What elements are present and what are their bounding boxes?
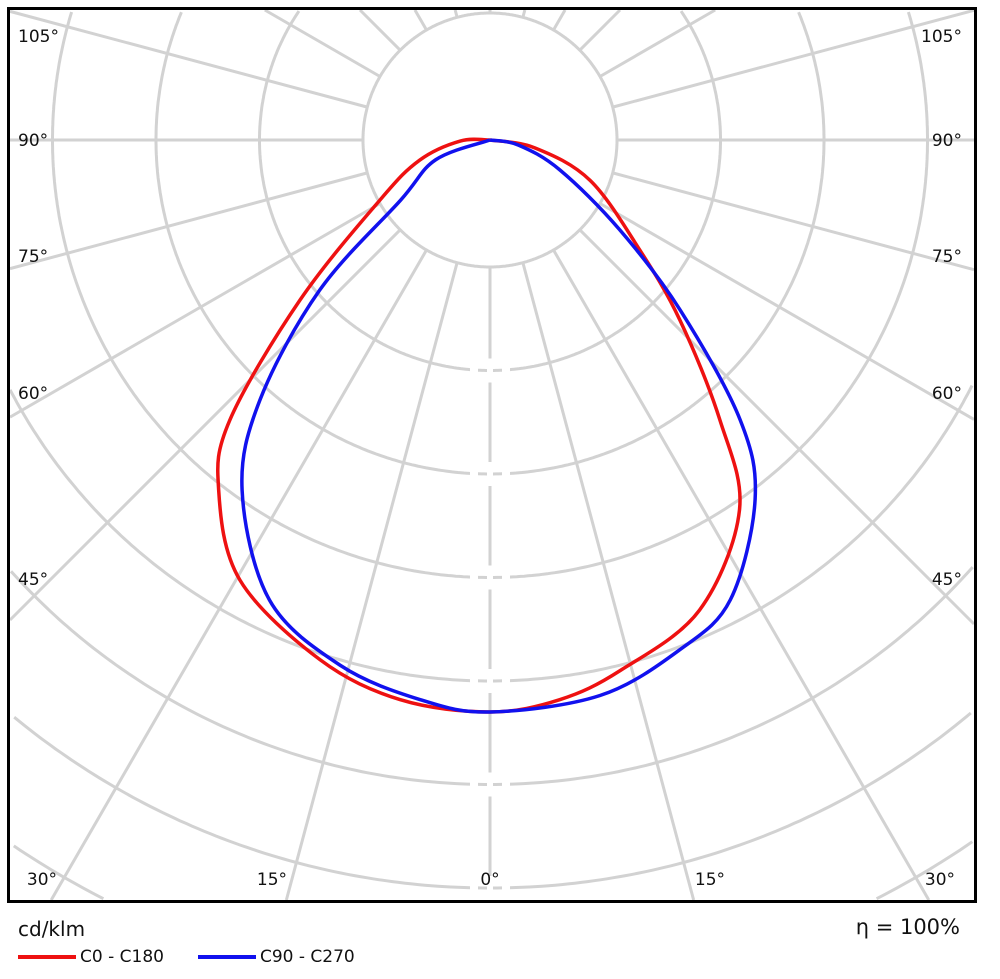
grid-gap <box>487 565 493 590</box>
grid-ring <box>9 570 490 786</box>
label-right-105: 105° <box>921 27 962 47</box>
grid-ray <box>9 202 381 419</box>
grid-ray <box>612 8 975 109</box>
legend-label: C0 - C180 <box>80 947 164 967</box>
grid-gap <box>470 879 478 897</box>
grid-gap <box>470 568 478 587</box>
angle-labels: 105° 90° 75° 60° 45° 105° 90° 75° 60° 45… <box>18 27 962 890</box>
grid-gap <box>502 465 510 483</box>
label-right-60: 60° <box>932 384 962 404</box>
polar-grid <box>8 8 976 901</box>
grid-ray <box>599 202 975 421</box>
grid-ring <box>490 384 974 683</box>
legend: C0 - C180 C90 - C270 <box>18 947 389 967</box>
grid-gap <box>487 669 493 693</box>
legend-swatch-blue <box>197 955 256 959</box>
label-bottom-30-right: 30° <box>925 870 955 890</box>
label-bottom-15-left: 15° <box>257 870 287 890</box>
grid-gap <box>487 462 493 486</box>
efficiency-label: η = 100% <box>855 915 960 939</box>
grid-ring <box>8 389 490 683</box>
grid-gap <box>470 361 478 380</box>
grid-gap <box>502 568 510 587</box>
grid-ring <box>490 566 974 786</box>
grid-ring <box>490 11 826 476</box>
label-right-90: 90° <box>932 131 962 151</box>
grid-ring <box>490 10 722 372</box>
unit-label: cd/klm <box>18 917 86 941</box>
grid-ring <box>258 10 490 372</box>
grid-ray <box>358 8 402 52</box>
grid-ring <box>12 844 105 901</box>
grid-ring <box>51 11 490 579</box>
grid-ray <box>599 8 716 78</box>
legend-item-c90: C90 - C270 <box>197 947 355 967</box>
label-bottom-15-right: 15° <box>695 870 725 890</box>
legend-item-c0: C0 - C180 <box>18 947 164 967</box>
grid-gap <box>470 672 478 690</box>
grid-gap <box>487 876 493 900</box>
grid-gap <box>470 465 478 483</box>
label-left-75: 75° <box>18 247 48 267</box>
series-curve-c90-c270 <box>240 138 758 714</box>
grid-ring <box>13 716 490 890</box>
grid-ray <box>552 9 567 31</box>
curves <box>216 137 758 714</box>
grid-ray <box>9 9 368 109</box>
label-left-105: 105° <box>18 27 59 47</box>
grid-gap <box>487 358 493 383</box>
grid-ray <box>264 8 381 78</box>
legend-swatch-red <box>18 955 76 959</box>
grid-ray <box>284 262 459 901</box>
legend-label: C90 - C270 <box>259 947 355 967</box>
label-right-75: 75° <box>932 247 962 267</box>
label-bottom-0: 0° <box>480 870 499 890</box>
grid-ring <box>875 840 974 901</box>
label-left-45: 45° <box>18 570 48 590</box>
grid-ray <box>521 9 527 18</box>
grid-ray <box>578 228 976 626</box>
grid-ray <box>612 171 975 272</box>
grid-gap <box>502 775 510 794</box>
grid-ring <box>490 711 972 890</box>
grid-ray <box>453 9 459 18</box>
grid-ray <box>8 228 402 622</box>
grid-gap <box>502 672 510 690</box>
label-right-45: 45° <box>932 570 962 590</box>
label-left-60: 60° <box>18 384 48 404</box>
label-left-90: 90° <box>18 131 48 151</box>
chart-frame <box>7 7 977 903</box>
grid-ring <box>154 11 490 476</box>
grid-ray <box>9 171 368 271</box>
grid-gap <box>487 772 493 797</box>
grid-gap <box>470 775 478 794</box>
grid-ray <box>521 262 696 901</box>
grid-gap <box>502 879 510 897</box>
label-bottom-30-left: 30° <box>27 870 57 890</box>
grid-ray <box>413 9 428 31</box>
grid-gap <box>502 361 510 380</box>
grid-ray <box>578 8 622 52</box>
grid-ring <box>490 11 929 579</box>
